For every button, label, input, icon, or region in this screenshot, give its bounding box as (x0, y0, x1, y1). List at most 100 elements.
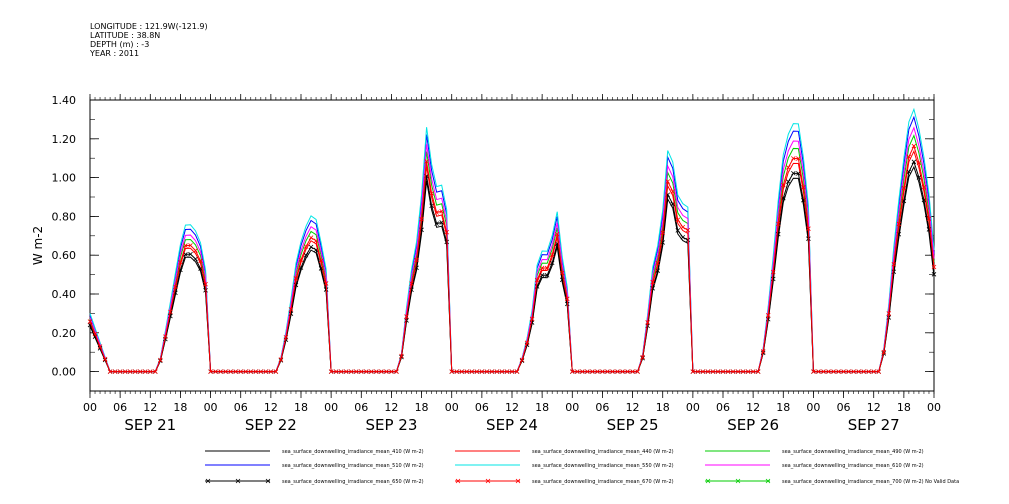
year-label: YEAR : 2011 (90, 49, 140, 58)
series-marker (725, 369, 731, 374)
legend-label: sea_surface_downwelling_irradiance_mean_… (282, 479, 424, 485)
series-marker (374, 369, 379, 374)
legend-marker (705, 478, 711, 484)
longitude-label: LONGITUDE : 121.9W(-121.9) (90, 22, 208, 31)
series-marker (434, 221, 439, 226)
series-marker (740, 369, 746, 374)
x-tick-label: 12 (505, 401, 519, 414)
y-tick-label: 0.80 (52, 210, 77, 223)
legend-label: sea_surface_downwelling_irradiance_mean_… (782, 449, 924, 455)
series-marker (153, 369, 158, 374)
series-marker (891, 261, 897, 267)
series-marker (524, 340, 530, 346)
series-marker (544, 265, 550, 271)
series-marker (675, 228, 681, 233)
series-marker (494, 369, 500, 374)
x-tick-label: 06 (234, 401, 248, 414)
x-tick-label: 06 (716, 401, 730, 414)
series-marker (595, 369, 600, 374)
series-marker (670, 201, 676, 207)
series-marker (318, 258, 324, 263)
series-marker (509, 369, 515, 374)
series-marker (469, 369, 475, 374)
series-marker (348, 369, 354, 374)
x-tick-label: 00 (927, 401, 941, 414)
x-tick-label: 00 (324, 401, 338, 414)
legend-marker (265, 478, 271, 484)
series-marker (193, 248, 198, 253)
series-marker (680, 224, 686, 230)
series-marker (700, 369, 706, 374)
series-marker (575, 369, 580, 374)
series-marker (137, 369, 143, 374)
x-tick-label: 06 (354, 401, 368, 414)
series-marker (323, 281, 329, 286)
series-marker (735, 369, 741, 374)
series-marker (534, 277, 540, 283)
series-marker (484, 369, 490, 374)
series-marker (328, 369, 334, 374)
series-marker (911, 143, 917, 149)
series-marker (163, 334, 168, 339)
series-marker (786, 179, 791, 184)
series-marker (198, 258, 203, 264)
day-label: SEP 21 (124, 416, 176, 434)
series-marker (640, 354, 645, 360)
series-marker (414, 257, 419, 263)
series-line (89, 107, 935, 373)
series-marker (489, 369, 495, 374)
series-marker (856, 369, 861, 374)
legend-label: sea_surface_downwelling_irradiance_mean_… (532, 463, 674, 469)
legend-marker (765, 478, 771, 484)
series-marker (796, 171, 801, 176)
metadata-block: LONGITUDE : 121.9W(-121.9) LATITUDE : 38… (90, 22, 208, 58)
series-marker (610, 369, 615, 374)
series-marker (439, 208, 444, 214)
series-marker (434, 210, 439, 215)
series-marker (876, 369, 882, 374)
series-marker (881, 349, 887, 355)
series-marker (906, 169, 912, 175)
x-tick-label: 00 (83, 401, 97, 414)
day-label: SEP 22 (245, 416, 297, 434)
legend-label: sea_surface_downwelling_irradiance_mean_… (532, 479, 674, 485)
x-tick-label: 00 (565, 401, 579, 414)
series-marker (439, 220, 444, 225)
series-marker (243, 369, 249, 374)
series-marker (519, 357, 525, 363)
series-marker (745, 369, 751, 374)
series-line (89, 115, 935, 373)
y-tick-label: 1.00 (52, 172, 77, 185)
series-marker (529, 316, 535, 322)
series-marker (549, 260, 555, 266)
series-marker (781, 182, 786, 188)
series-marker (886, 311, 892, 316)
series-marker (846, 369, 851, 374)
series-marker (690, 369, 696, 374)
x-tick-label: 18 (415, 401, 429, 414)
legend-label: sea_surface_downwelling_irradiance_mean_… (532, 449, 674, 455)
x-tick-label: 18 (897, 401, 911, 414)
series-marker (765, 313, 771, 318)
series-marker (585, 369, 590, 374)
series-marker (625, 369, 630, 374)
series-marker (916, 160, 922, 166)
series-marker (931, 272, 937, 277)
legend-marker (485, 478, 491, 484)
series-marker (112, 369, 118, 374)
series-marker (449, 369, 454, 374)
latitude-label: LATITUDE : 38.8N (90, 31, 161, 40)
series-marker (665, 179, 671, 184)
series-marker (926, 216, 932, 222)
x-tick-label: 12 (867, 401, 881, 414)
y-tick-label: 0.40 (52, 288, 77, 301)
series-marker (474, 369, 480, 374)
series-marker (650, 279, 655, 285)
y-tick-label: 1.40 (52, 94, 77, 107)
x-tick-label: 12 (626, 401, 640, 414)
series-marker (539, 265, 545, 271)
series-marker (755, 369, 761, 374)
series-marker (183, 252, 188, 257)
plot-frame (89, 99, 935, 392)
x-tick-label: 06 (113, 401, 127, 414)
